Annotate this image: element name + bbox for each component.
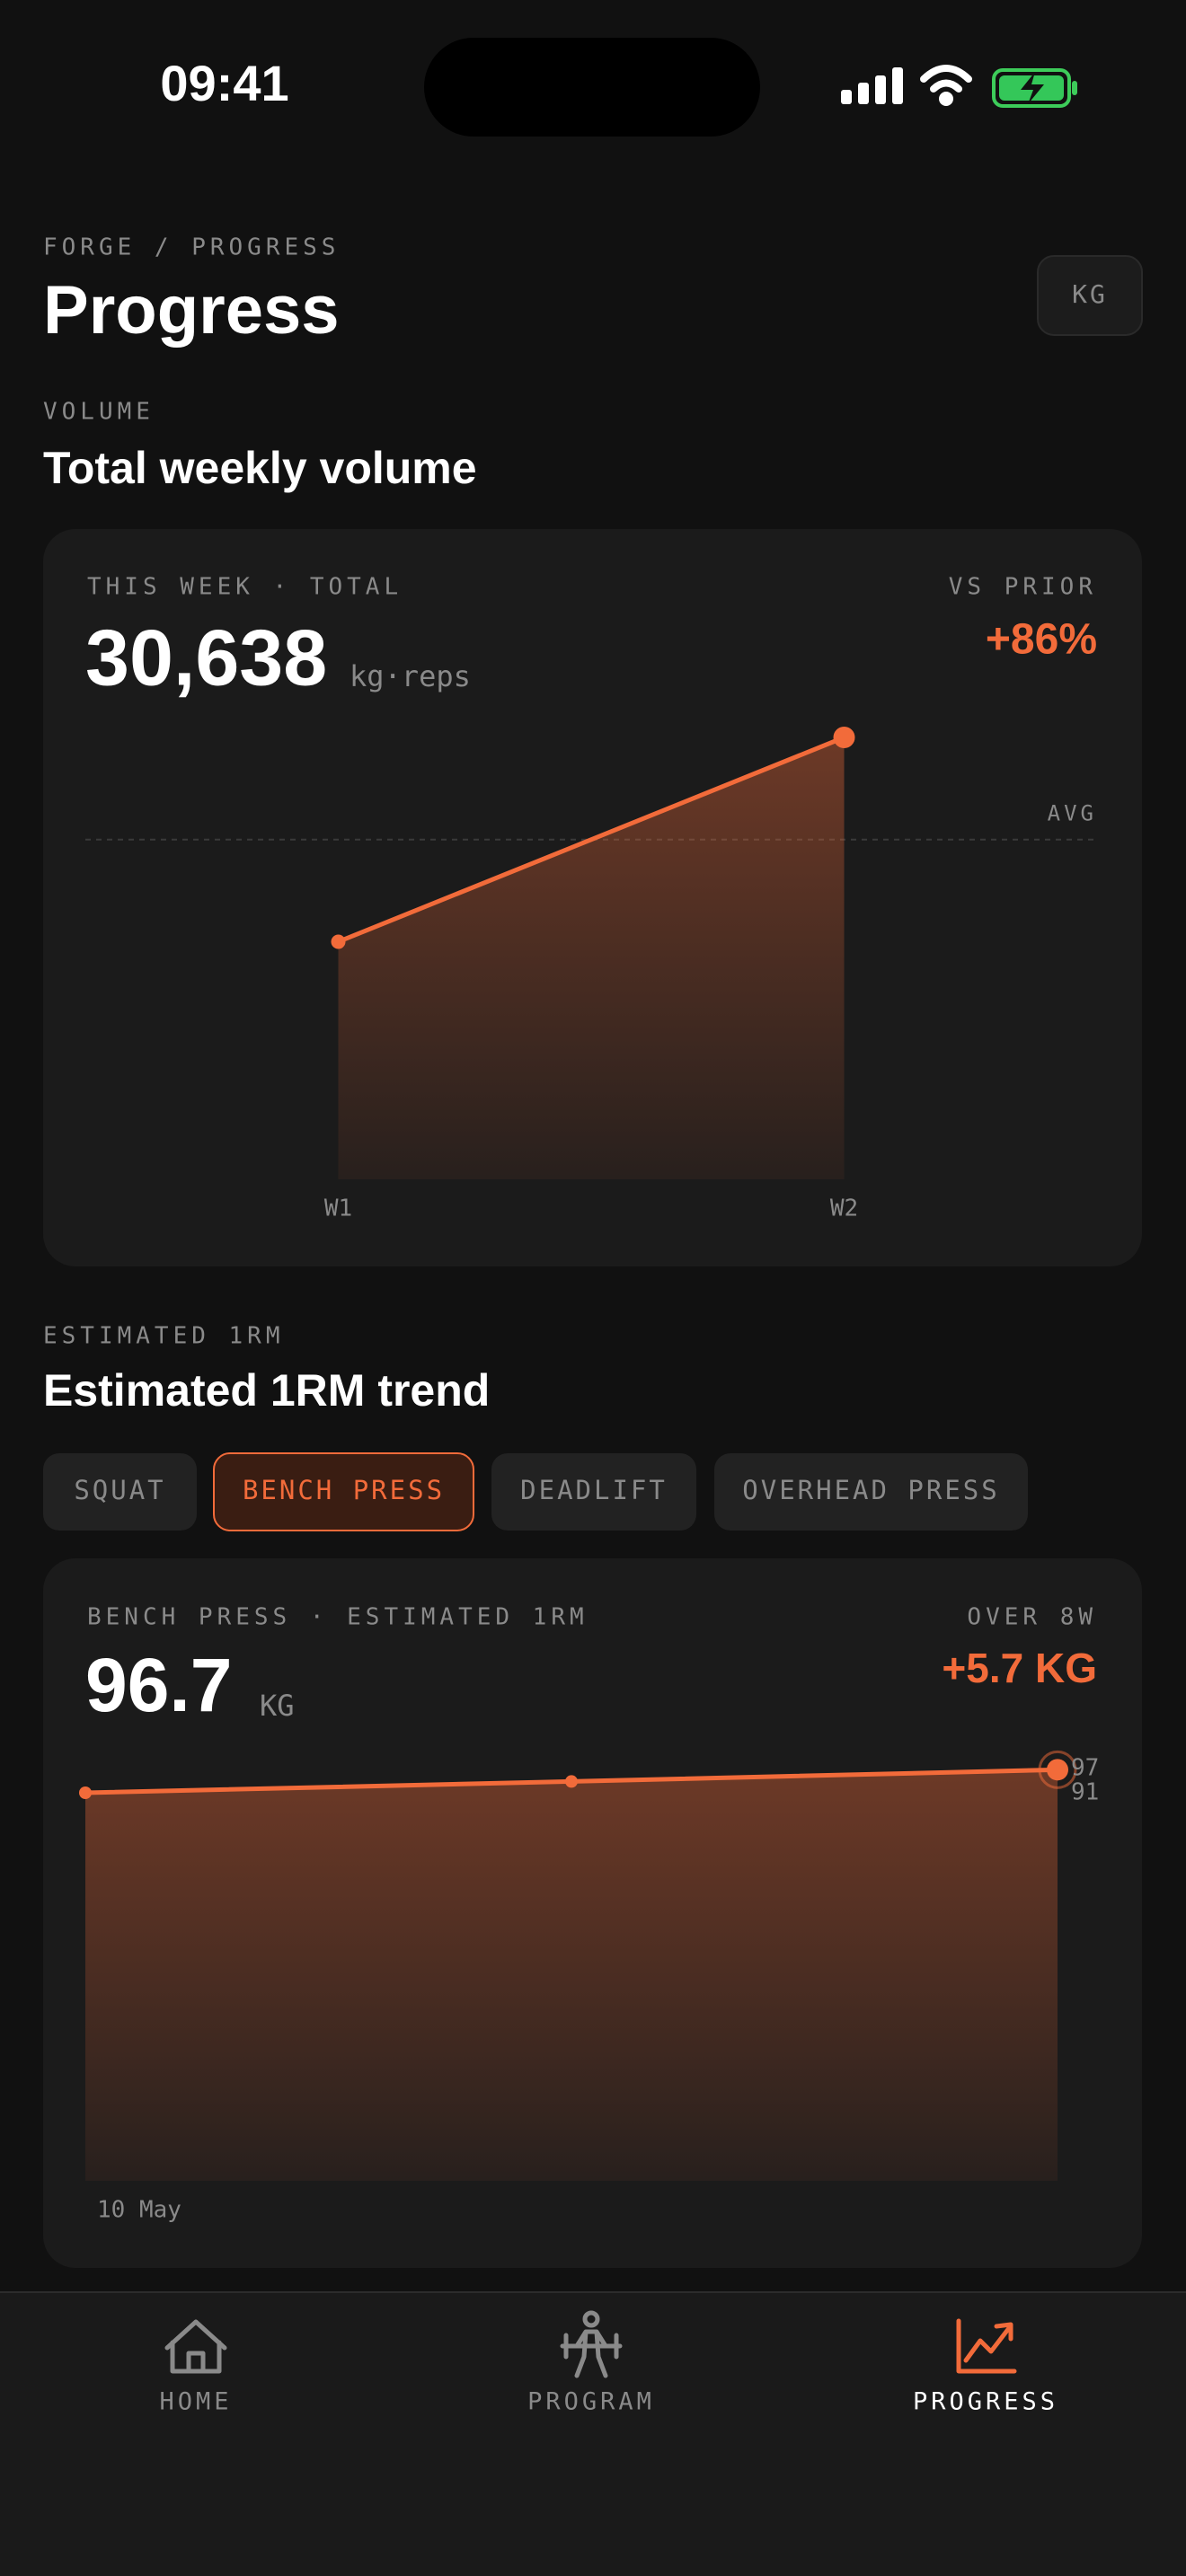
total-unit: kg·reps <box>350 659 471 693</box>
one-rm-value: 96.7 <box>85 1643 233 1727</box>
point <box>1047 1759 1068 1781</box>
nav-label[interactable]: PROGRAM <box>527 2388 655 2416</box>
section-eyebrow: VOLUME <box>43 399 155 426</box>
status-time: 09:41 <box>160 55 288 111</box>
line <box>337 735 845 944</box>
tab-label[interactable]: OVERHEAD PRESS <box>742 1475 999 1505</box>
point <box>565 1775 578 1788</box>
area <box>85 1769 1058 2181</box>
nav-icon[interactable] <box>164 2319 227 2374</box>
tab-bar <box>0 2292 1186 2576</box>
nav-label[interactable]: HOME <box>159 2388 232 2416</box>
tab[interactable] <box>491 1453 696 1531</box>
area <box>338 737 845 1179</box>
one-rm-unit: KG <box>260 1689 295 1723</box>
section-eyebrow: ESTIMATED 1RM <box>43 1323 285 1350</box>
x-tick-label: 10 May <box>97 2197 181 2224</box>
point-ring <box>1038 1750 1077 1789</box>
nav-label[interactable]: PROGRESS <box>913 2388 1058 2416</box>
point <box>79 1786 92 1799</box>
page-title: Progress <box>43 272 340 348</box>
y-tick-label: 91 <box>1071 1779 1099 1806</box>
tab-label[interactable]: SQUAT <box>74 1475 165 1505</box>
tab[interactable] <box>43 1453 197 1531</box>
wifi-icon <box>920 65 972 106</box>
x-tick-label: W1 <box>324 1195 352 1222</box>
tab-label[interactable]: DEADLIFT <box>520 1475 668 1505</box>
point <box>331 934 346 949</box>
nav-items: HOME PROGRAM PROGRESS <box>159 2310 1058 2416</box>
battery-icon <box>992 68 1077 108</box>
card-label: THIS WEEK · TOTAL <box>87 574 403 601</box>
nav-icon[interactable] <box>560 2310 623 2378</box>
tab-label[interactable]: BENCH PRESS <box>243 1475 445 1505</box>
section-title: Total weekly volume <box>43 443 477 493</box>
exercise-tabs: SQUAT BENCH PRESS DEADLIFT OVERHEAD PRESS <box>43 1452 1028 1531</box>
compare-label: VS PRIOR <box>949 574 1097 601</box>
change-value: +86% <box>986 616 1097 664</box>
compare-label: OVER 8W <box>967 1604 1097 1631</box>
dynamic-island <box>424 38 760 137</box>
y-tick-label: 97 <box>1071 1755 1099 1782</box>
unit-button-label[interactable]: KG <box>1072 279 1108 309</box>
card-label: BENCH PRESS · ESTIMATED 1RM <box>87 1604 589 1631</box>
signal-icon <box>841 67 903 104</box>
volume-chart: AVG W1 W2 <box>85 727 1097 1222</box>
x-tick-label: W2 <box>830 1195 858 1222</box>
section-title: Estimated 1RM trend <box>43 1365 490 1416</box>
tab[interactable] <box>714 1453 1028 1531</box>
point <box>833 727 855 748</box>
nav-icon[interactable] <box>956 2318 1017 2374</box>
total-value: 30,638 <box>85 613 327 701</box>
avg-label: AVG <box>1048 801 1097 826</box>
tab[interactable] <box>213 1452 474 1531</box>
change-value: +5.7 KG <box>942 1645 1097 1691</box>
unit-button[interactable] <box>1037 255 1143 336</box>
breadcrumb: FORGE / PROGRESS <box>43 234 340 261</box>
